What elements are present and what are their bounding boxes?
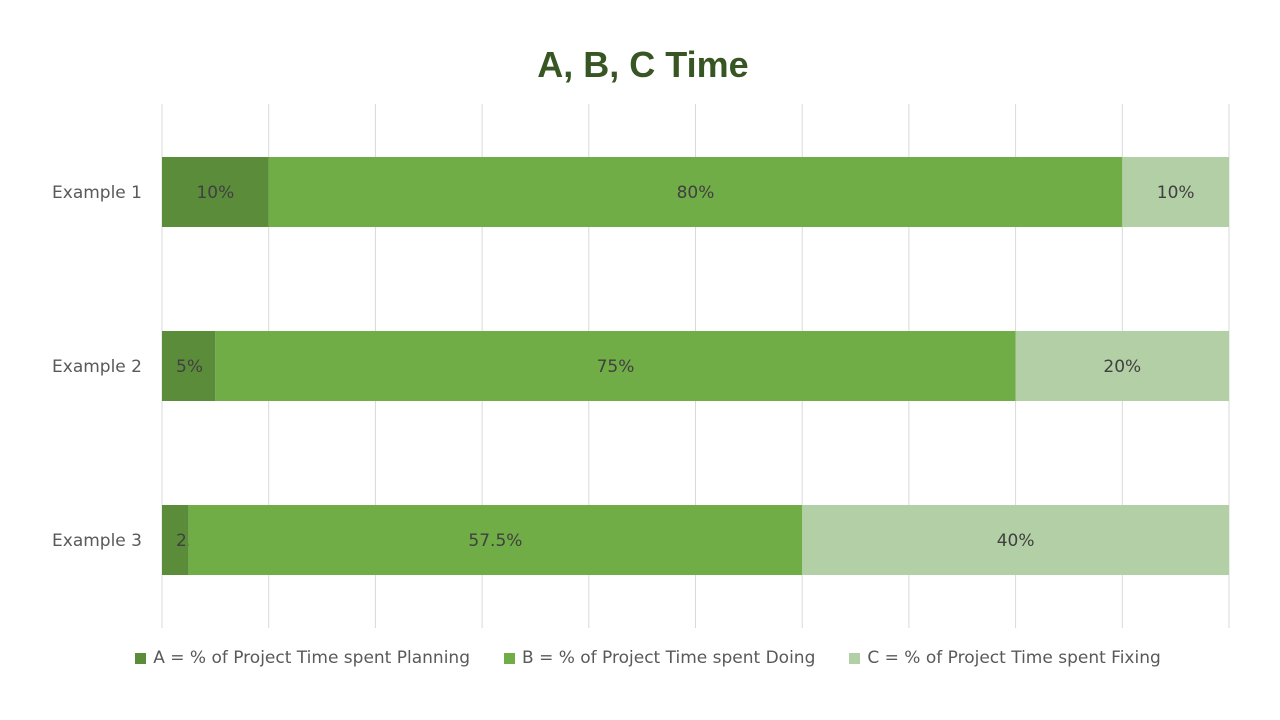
chart-legend: A = % of Project Time spent Planning B = … bbox=[0, 648, 1280, 668]
legend-label: C = % of Project Time spent Fixing bbox=[867, 648, 1161, 668]
bar-segment bbox=[802, 505, 1229, 575]
legend-item: A = % of Project Time spent Planning bbox=[135, 648, 470, 668]
bar-segment bbox=[162, 331, 216, 401]
bar-segment bbox=[162, 505, 189, 575]
data-label: 40% bbox=[997, 531, 1035, 551]
bar-segment bbox=[1015, 331, 1229, 401]
data-label: 10% bbox=[196, 183, 234, 203]
category-label: Example 1 bbox=[52, 183, 142, 203]
data-label: 80% bbox=[677, 183, 715, 203]
bar-segment bbox=[162, 157, 269, 227]
data-label: 75% bbox=[597, 357, 635, 377]
data-label: 20% bbox=[1103, 357, 1141, 377]
legend-swatch bbox=[504, 652, 515, 664]
chart-title: A, B, C Time bbox=[537, 44, 749, 85]
legend-item: B = % of Project Time spent Doing bbox=[504, 648, 815, 668]
legend-swatch bbox=[849, 652, 861, 664]
bar-segment bbox=[188, 505, 803, 575]
legend-label: A = % of Project Time spent Planning bbox=[153, 648, 470, 668]
category-label: Example 3 bbox=[52, 531, 142, 551]
legend-label: B = % of Project Time spent Doing bbox=[522, 648, 816, 668]
bar-segment bbox=[1122, 157, 1229, 227]
legend-item: C = % of Project Time spent Fixing bbox=[849, 648, 1161, 668]
data-label: 10% bbox=[1157, 183, 1195, 203]
legend-swatch bbox=[135, 652, 147, 664]
bar-segment bbox=[215, 331, 1016, 401]
bar-segment bbox=[268, 157, 1123, 227]
data-label: 5% bbox=[176, 357, 203, 377]
category-label: Example 2 bbox=[52, 357, 142, 377]
data-label: 57.5% bbox=[468, 531, 522, 551]
